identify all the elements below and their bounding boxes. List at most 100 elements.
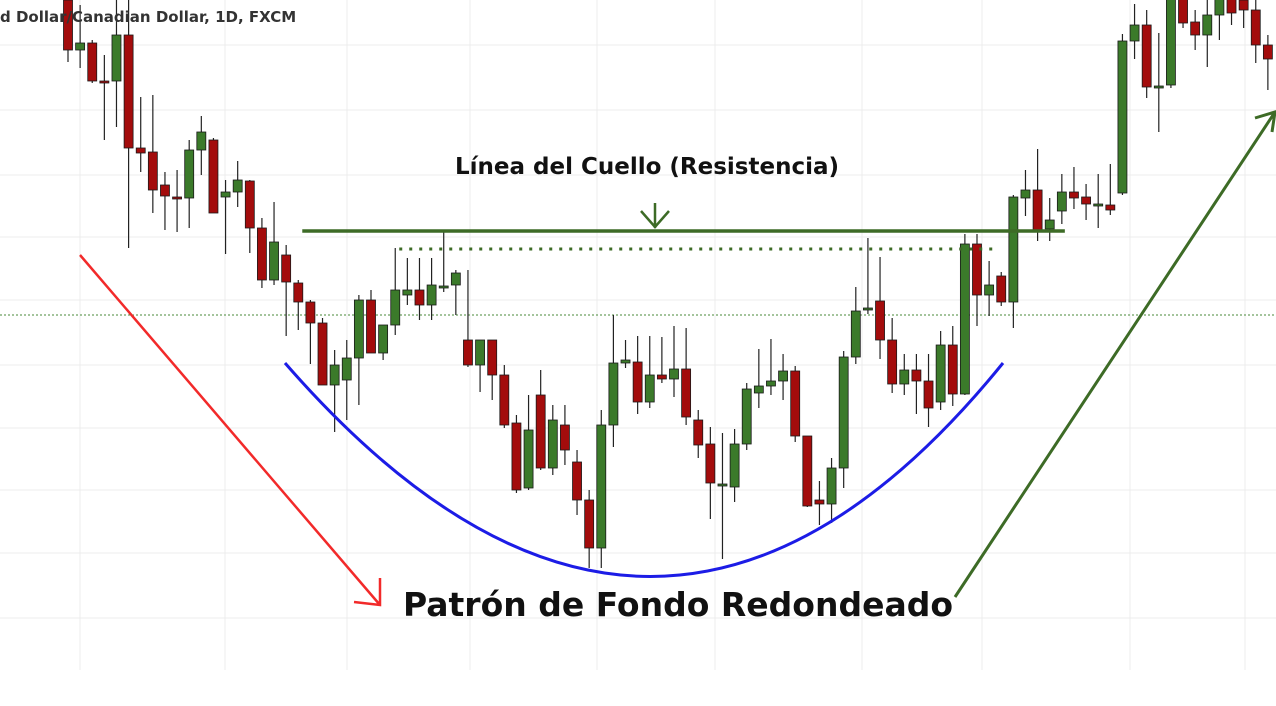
- candle-down: [535, 394, 546, 469]
- candle-up: [426, 284, 437, 306]
- down-arrow-icon: [640, 203, 670, 229]
- candle-up: [766, 380, 776, 387]
- candle-down: [414, 289, 425, 306]
- candle-down: [87, 42, 98, 82]
- candle-up: [1153, 85, 1164, 89]
- candle-up: [353, 299, 364, 359]
- candle-down: [923, 380, 934, 409]
- candle-down: [1250, 9, 1261, 46]
- candle-up: [826, 467, 837, 505]
- candle-down: [317, 322, 328, 386]
- candle-down: [463, 339, 473, 366]
- candle-up: [935, 344, 946, 403]
- candle-up: [838, 356, 849, 469]
- candle-down: [693, 419, 704, 446]
- candle-up: [1214, 0, 1225, 16]
- candle-down: [257, 227, 267, 281]
- candle-up: [378, 324, 389, 354]
- candle-down: [208, 139, 219, 214]
- candle-up: [717, 483, 728, 487]
- candle-down: [1081, 196, 1091, 205]
- candle-down: [1141, 24, 1152, 88]
- candle-down: [584, 499, 595, 549]
- candle-up: [1044, 219, 1055, 230]
- candle-down: [293, 282, 304, 303]
- candle-up: [1008, 196, 1019, 303]
- candle-down: [63, 0, 73, 51]
- candle-up: [184, 149, 195, 199]
- candle-up: [644, 374, 655, 403]
- candle-up: [620, 359, 631, 364]
- candle-down: [366, 299, 376, 354]
- candle-down: [656, 374, 667, 380]
- candle-down: [972, 243, 982, 296]
- candle-down: [560, 424, 570, 451]
- candle-up: [729, 443, 740, 488]
- candle-up: [753, 385, 764, 394]
- candle-up: [850, 310, 861, 358]
- candle-down: [1105, 204, 1116, 211]
- candle-down: [814, 499, 825, 505]
- candle-up: [1020, 189, 1031, 199]
- candle-down: [632, 361, 643, 403]
- candle-up: [547, 419, 558, 469]
- candle-up: [1202, 14, 1213, 36]
- candle-down: [947, 344, 958, 395]
- candle-down: [160, 184, 170, 197]
- candle-up: [863, 307, 873, 311]
- candle-up: [899, 369, 910, 385]
- candle-up: [523, 429, 534, 489]
- candle-up: [741, 388, 752, 445]
- candle-up: [778, 370, 788, 382]
- candle-down: [875, 300, 885, 341]
- neckline-label: Línea del Cuello (Resistencia): [454, 154, 840, 180]
- candle-down: [1069, 191, 1079, 199]
- candle-down: [911, 369, 922, 382]
- candle-up: [269, 241, 279, 281]
- candle-down: [1226, 0, 1237, 14]
- candle-up: [669, 368, 679, 380]
- candle-up: [220, 191, 231, 198]
- candle-up: [402, 289, 413, 296]
- candle-down: [887, 339, 898, 385]
- candle-down: [1262, 44, 1273, 60]
- candle-down: [172, 196, 182, 200]
- candle-down: [499, 374, 510, 426]
- candle-down: [790, 370, 801, 437]
- candle-up: [232, 179, 243, 193]
- rounded-bottom-arc: [283, 362, 1005, 578]
- candle-up: [75, 42, 86, 51]
- candle-down: [281, 254, 292, 283]
- candle-up: [1166, 0, 1176, 86]
- candle-up: [111, 34, 122, 82]
- candle-down: [511, 422, 522, 491]
- candle-down: [802, 435, 813, 507]
- candle-up: [1056, 191, 1067, 212]
- candle-down: [123, 34, 134, 149]
- candle-up: [475, 339, 485, 366]
- chart-title: d Dollar/Canadian Dollar, 1D, FXCM: [0, 8, 297, 26]
- candle-up: [984, 284, 995, 296]
- candle-up: [1129, 24, 1140, 42]
- candle-up: [608, 362, 619, 426]
- candle-up: [450, 272, 461, 286]
- candle-up: [438, 285, 449, 289]
- candle-down: [1190, 21, 1201, 36]
- candle-up: [959, 243, 970, 395]
- candle-down: [996, 275, 1007, 303]
- candle-down: [1032, 189, 1043, 231]
- candle-up: [1117, 40, 1128, 194]
- candle-down: [244, 180, 255, 229]
- candle-down: [147, 151, 158, 191]
- downtrend-arrow: [79, 254, 382, 607]
- candle-down: [99, 80, 110, 84]
- candle-up: [341, 357, 352, 381]
- candle-down: [681, 368, 692, 418]
- candle-up: [196, 131, 207, 151]
- candle-down: [705, 443, 716, 484]
- candle-down: [487, 339, 498, 376]
- pattern-label: Patrón de Fondo Redondeado: [402, 585, 954, 624]
- candle-down: [1238, 0, 1249, 11]
- candle-down: [572, 461, 582, 501]
